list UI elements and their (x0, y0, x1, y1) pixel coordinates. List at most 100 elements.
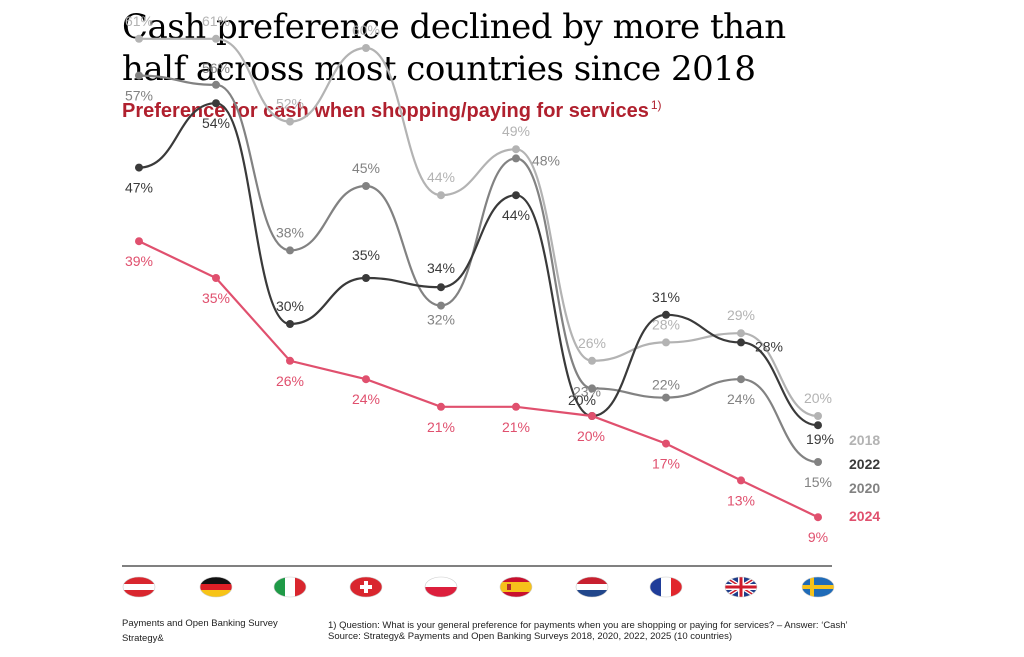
point-2020-spain (512, 154, 520, 163)
point-2024-poland (437, 402, 445, 411)
point-2024-italy (286, 356, 294, 365)
point-2018-switzerland (362, 44, 370, 52)
data-label-2018-united-kingdom: 29% (727, 307, 755, 323)
data-label-2020-spain: 48% (532, 152, 560, 168)
legend-item-2022: 2022 (849, 456, 880, 472)
data-label-2024-italy: 26% (276, 373, 304, 389)
data-label-2018-spain: 49% (502, 123, 530, 139)
series-line-2022 (138, 102, 819, 427)
point-2022-switzerland (362, 274, 370, 282)
chart-subtitle: Preference for cash when shopping/paying… (122, 98, 662, 123)
point-2020-sweden (814, 458, 822, 466)
point-2022-spain (512, 191, 520, 200)
point-2018-netherlands (588, 356, 596, 365)
data-label-2020-united-kingdom: 24% (727, 391, 755, 407)
point-2020-poland (437, 301, 445, 310)
poland-flag-icon (424, 576, 458, 598)
country-flags (122, 576, 835, 598)
point-2020-austria (135, 71, 143, 80)
data-label-2020-france: 22% (652, 377, 680, 393)
footer-notes: 1) Question: What is your general prefer… (328, 620, 848, 642)
data-label-2020-germany: 56% (202, 60, 230, 76)
data-label-2022-netherlands: 20% (568, 392, 596, 408)
series-line-2020 (138, 74, 819, 464)
data-label-2024-france: 17% (652, 456, 680, 472)
legend-item-2020: 2020 (849, 480, 880, 496)
uk-flag-icon (724, 576, 758, 598)
germany-flag-icon (199, 576, 233, 598)
point-2020-germany (212, 80, 220, 89)
data-label-2020-sweden: 15% (804, 474, 832, 490)
series-line-2018 (138, 37, 819, 418)
point-2022-italy (286, 320, 294, 328)
chart-title: Cash preference declined by more than ha… (122, 6, 942, 90)
data-labels-layer: 61% 61%52%60%44%49%26%28%29%20%57%56%38%4… (125, 13, 834, 545)
point-2020-italy (286, 246, 294, 255)
point-2020-switzerland (362, 182, 370, 190)
data-label-2024-netherlands: 20% (577, 428, 605, 444)
point-2018-germany (212, 34, 220, 43)
legend-item-2024: 2024 (849, 508, 880, 524)
point-2022-austria (135, 163, 143, 172)
switzerland-flag-icon (349, 576, 383, 598)
data-label-2022-france: 31% (652, 289, 680, 305)
point-2022-france (662, 310, 670, 319)
point-2018-poland (437, 191, 445, 200)
data-label-2018-austria: 61% (125, 13, 153, 29)
sweden-flag-icon (801, 576, 835, 598)
title-line-1: Cash preference declined by more than (122, 7, 786, 47)
data-label-2022-sweden: 19% (806, 431, 834, 447)
footnote-question: 1) Question: What is your general prefer… (328, 620, 848, 631)
footer-org: Strategy& (122, 633, 164, 644)
netherlands-flag-icon (575, 576, 609, 598)
data-label-2022-austria: 47% (125, 180, 153, 196)
data-label-2024-spain: 21% (502, 419, 530, 435)
legend-item-2018: 2018 (849, 432, 880, 448)
data-label-2024-switzerland: 24% (352, 391, 380, 407)
france-flag-icon (649, 576, 683, 598)
data-label-2024-germany: 35% (202, 290, 230, 306)
series-layer (135, 34, 822, 522)
point-2018-italy (286, 117, 294, 126)
footnote-marker: 1) (650, 98, 662, 112)
footnote-source: Source: Strategy& Payments and Open Bank… (328, 631, 733, 642)
footer-source: Payments and Open Banking Survey Strateg… (122, 616, 278, 646)
data-label-2020-poland: 32% (427, 312, 455, 328)
point-2018-austria (135, 34, 143, 43)
data-label-2024-united-kingdom: 13% (727, 492, 755, 508)
data-label-2022-switzerland: 35% (352, 247, 380, 263)
data-label-2018-netherlands: 26% (578, 335, 606, 351)
data-label-2020-italy: 38% (276, 224, 304, 240)
point-2024-switzerland (362, 375, 370, 384)
italy-flag-icon (273, 576, 307, 598)
title-line-2: half across most countries since 2018 (122, 49, 756, 89)
point-2020-united-kingdom (737, 375, 745, 384)
data-label-2018-sweden: 20% (804, 390, 832, 406)
point-2024-france (662, 439, 670, 448)
data-label-2020-switzerland: 45% (352, 160, 380, 176)
data-label-2018-poland: 44% (427, 169, 455, 185)
point-2020-netherlands (588, 384, 596, 393)
data-label-2022-spain: 44% (502, 207, 530, 223)
data-label-2022-italy: 30% (276, 298, 304, 314)
point-2018-france (662, 338, 670, 347)
spain-flag-icon (499, 576, 533, 598)
data-label-2018-italy: 52% (276, 96, 304, 112)
data-label-2022-united-kingdom: 28% (755, 338, 783, 354)
point-2022-united-kingdom (737, 338, 745, 347)
data-label-2020-netherlands: 23% (573, 383, 601, 399)
data-label-2024-poland: 21% (427, 419, 455, 435)
point-2024-austria (135, 237, 143, 246)
data-label-2018-germany: 61% (202, 13, 230, 29)
point-2018-spain (512, 145, 520, 154)
data-label-2024-austria: 39% (125, 253, 153, 269)
data-label-2022-poland: 34% (427, 260, 455, 276)
austria-flag-icon (122, 576, 156, 598)
point-2022-germany (212, 99, 220, 108)
point-2024-spain (512, 402, 520, 411)
series-line-2024 (138, 240, 819, 519)
subtitle-text: Preference for cash when shopping/paying… (122, 100, 649, 122)
data-label-2024-sweden: 9% (808, 529, 828, 545)
footer-survey-name: Payments and Open Banking Survey (122, 618, 278, 629)
